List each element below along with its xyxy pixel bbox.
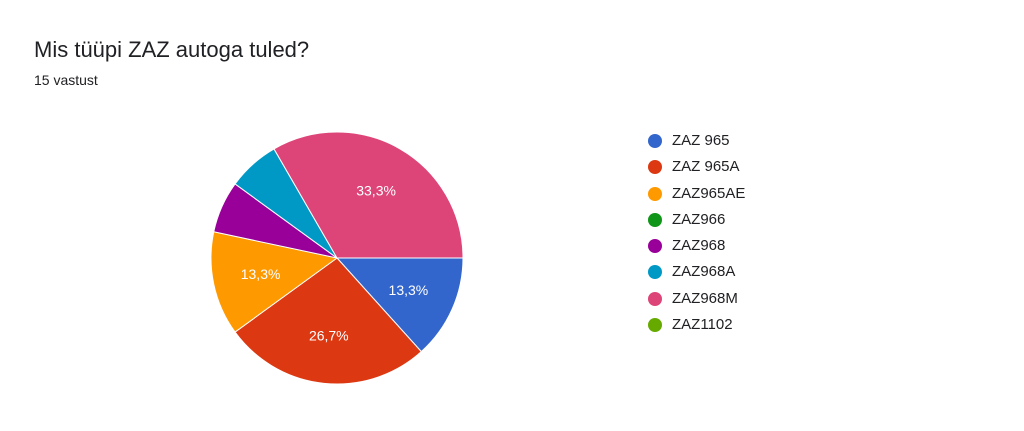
response-count: 15 vastust <box>34 72 98 88</box>
legend-label: ZAZ965AE <box>672 184 746 202</box>
legend-swatch-icon <box>648 134 662 148</box>
legend-swatch-icon <box>648 186 662 201</box>
legend-item-zaz968m[interactable]: ZAZ968M <box>648 288 745 310</box>
pie-chart: 13,3% 26,7% 13,3% 33,3% <box>210 131 464 385</box>
legend-label: ZAZ966 <box>672 210 726 228</box>
slice-label-zaz968m: 33,3% <box>356 182 396 198</box>
legend-swatch-icon <box>648 291 662 306</box>
chart-title: Mis tüüpi ZAZ autoga tuled? <box>34 37 310 62</box>
legend-swatch-icon <box>648 212 662 227</box>
legend-item-zaz968a[interactable]: ZAZ968A <box>648 261 745 283</box>
legend-label: ZAZ968M <box>672 289 738 307</box>
legend-label: ZAZ968A <box>672 263 736 281</box>
pie-slice-zaz-965a[interactable] <box>234 257 423 385</box>
legend-label: ZAZ1102 <box>672 316 733 334</box>
slice-label-zaz965ae: 13,3% <box>241 266 281 282</box>
pie-slice-zaz-965[interactable] <box>335 257 464 353</box>
legend-swatch-icon <box>648 318 662 333</box>
pie-slice-zaz968m[interactable] <box>273 131 464 259</box>
pie-slice-zaz965ae[interactable] <box>210 231 339 333</box>
legend-item-zaz965ae[interactable]: ZAZ965AE <box>648 183 745 205</box>
legend-label: ZAZ 965 <box>672 132 730 149</box>
legend-swatch-icon <box>648 160 662 175</box>
legend-item-zaz-965a[interactable]: ZAZ 965A <box>648 156 745 178</box>
legend-item-zaz966[interactable]: ZAZ966 <box>648 209 745 231</box>
legend-label: ZAZ 965A <box>672 158 740 176</box>
legend-item-zaz968[interactable]: ZAZ968 <box>648 235 745 257</box>
legend-swatch-icon <box>648 265 662 280</box>
slice-label-zaz-965a: 26,7% <box>309 328 349 344</box>
legend-swatch-icon <box>648 239 662 254</box>
legend-label: ZAZ968 <box>672 237 726 255</box>
legend-item-zaz1102[interactable]: ZAZ1102 <box>648 314 745 336</box>
slice-label-zaz-965: 13,3% <box>389 282 429 298</box>
legend: ZAZ 965 ZAZ 965A ZAZ965AE ZAZ966 ZAZ968 ZAZ96… <box>648 130 745 340</box>
legend-item-zaz-965[interactable]: ZAZ 965 <box>648 130 745 152</box>
